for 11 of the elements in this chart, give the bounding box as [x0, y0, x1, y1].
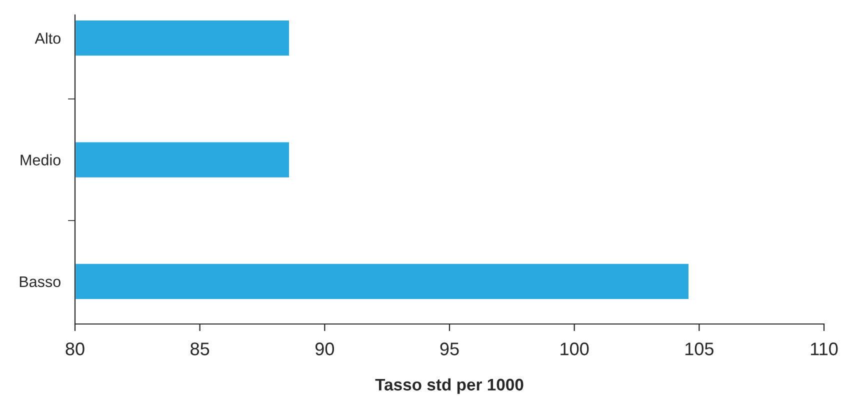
- y-tick-label: Alto: [34, 32, 60, 44]
- x-tick-label: 110: [810, 342, 838, 356]
- y-tick-label: Medio: [20, 154, 60, 166]
- x-tick-label: 90: [315, 342, 334, 356]
- x-tick-label: 95: [440, 342, 459, 356]
- x-tick-label: 85: [190, 342, 210, 356]
- x-tick-label: 80: [66, 342, 84, 356]
- x-tick-label: 100: [560, 342, 589, 356]
- x-axis-title: Tasso std per 1000: [375, 378, 524, 394]
- y-tick-label: Basso: [20, 276, 60, 288]
- x-tick-label: 105: [685, 342, 714, 356]
